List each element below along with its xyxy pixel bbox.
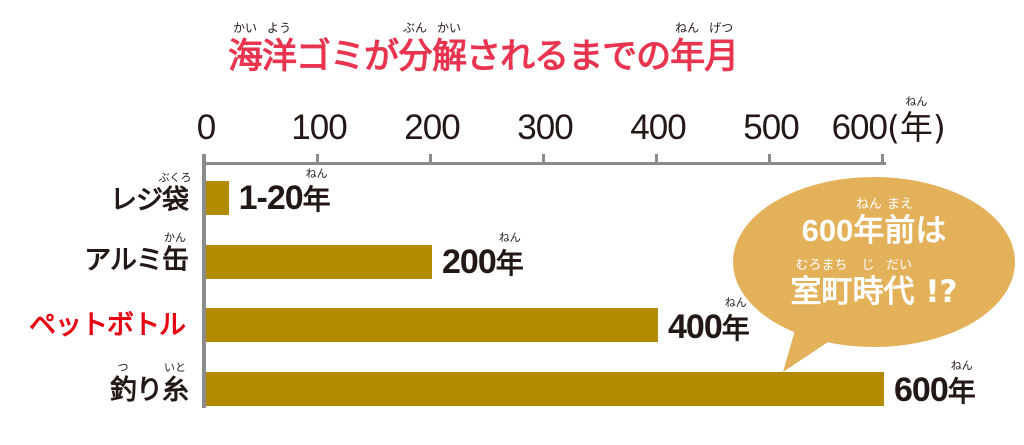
- bar-aluminum-can: [206, 245, 432, 279]
- value-furigana: ねん: [950, 359, 973, 372]
- callout-furigana: むろまち: [795, 258, 848, 273]
- callout-furigana: だい: [886, 258, 913, 273]
- label-furigana: ぶくろ: [158, 171, 192, 184]
- label-furigana: いと: [164, 361, 186, 374]
- title-char: 海かい: [228, 21, 263, 77]
- tick-label: 100: [291, 108, 347, 147]
- category-label-pet-bottle: ペットボトル: [29, 310, 186, 341]
- tick-label: 500: [743, 108, 799, 147]
- x-axis-line: [202, 162, 886, 165]
- value-furigana: ねん: [724, 296, 747, 309]
- bar-pet-bottle: [206, 308, 658, 342]
- title-char: 解かい: [432, 21, 467, 77]
- unit-furigana: ねん: [905, 95, 928, 108]
- y-axis-line: [202, 154, 206, 408]
- value-label: 200年 ねん: [442, 231, 524, 281]
- category-label-register-bag: レジ袋 ぶくろ: [110, 171, 192, 216]
- tick-label: 600: [831, 108, 888, 147]
- callout-furigana: まえ: [886, 197, 913, 212]
- title-furigana: かい: [437, 21, 462, 35]
- tick-label: 300: [517, 108, 573, 147]
- callout-furigana: じ: [861, 258, 875, 273]
- title-char: 月げつ: [704, 21, 739, 77]
- value-furigana: ねん: [305, 167, 328, 180]
- tick-mark: [316, 154, 319, 163]
- title-furigana: ねん: [675, 21, 700, 35]
- x-axis-unit: (年 ねん): [887, 95, 946, 147]
- chart-title: 海かい洋よう ゴミが分 ぶん解かい されるまでの年 ねん月げつ: [228, 21, 739, 77]
- callout-furigana: ねん: [855, 197, 882, 212]
- speech-bubble-tail: [783, 320, 840, 372]
- tick-label: 400: [630, 108, 686, 147]
- callout-line-2: 室町 むろまち時じ代だい !?: [790, 258, 958, 310]
- title-furigana: げつ: [709, 21, 734, 35]
- tick-mark: [655, 154, 658, 163]
- title-furigana: かい: [232, 21, 258, 35]
- tick-mark: [881, 154, 884, 163]
- title-char: 分ぶん: [398, 21, 433, 77]
- tick-label: 200: [404, 108, 460, 147]
- value-label: 1-20年 ねん: [238, 167, 331, 217]
- tick-mark: [542, 154, 545, 163]
- label-furigana: かん: [164, 231, 186, 244]
- value-label: 600年 ねん: [894, 359, 976, 409]
- label-furigana: つ: [117, 361, 129, 374]
- category-label-aluminum-can: アルミ缶 かん: [84, 231, 189, 276]
- tick-mark: [768, 154, 771, 163]
- title-text: されるまでの: [466, 37, 671, 77]
- title-furigana: よう: [267, 21, 292, 35]
- value-furigana: ねん: [498, 231, 521, 244]
- callout-line-1: 600年 ねん前まえは: [801, 197, 947, 249]
- category-label-fishing-line: 釣つり糸 いと: [110, 361, 189, 406]
- tick-label: 0: [196, 108, 216, 147]
- tick-mark: [429, 154, 432, 163]
- title-furigana: ぶん: [403, 21, 428, 35]
- value-label: 400年 ねん: [668, 296, 750, 346]
- title-text: ゴミが: [296, 37, 399, 77]
- title-char: 洋よう: [262, 21, 297, 77]
- bar-register-bag: [206, 181, 229, 215]
- bar-fishing-line: [206, 372, 884, 406]
- title-char: 年ねん: [670, 21, 705, 77]
